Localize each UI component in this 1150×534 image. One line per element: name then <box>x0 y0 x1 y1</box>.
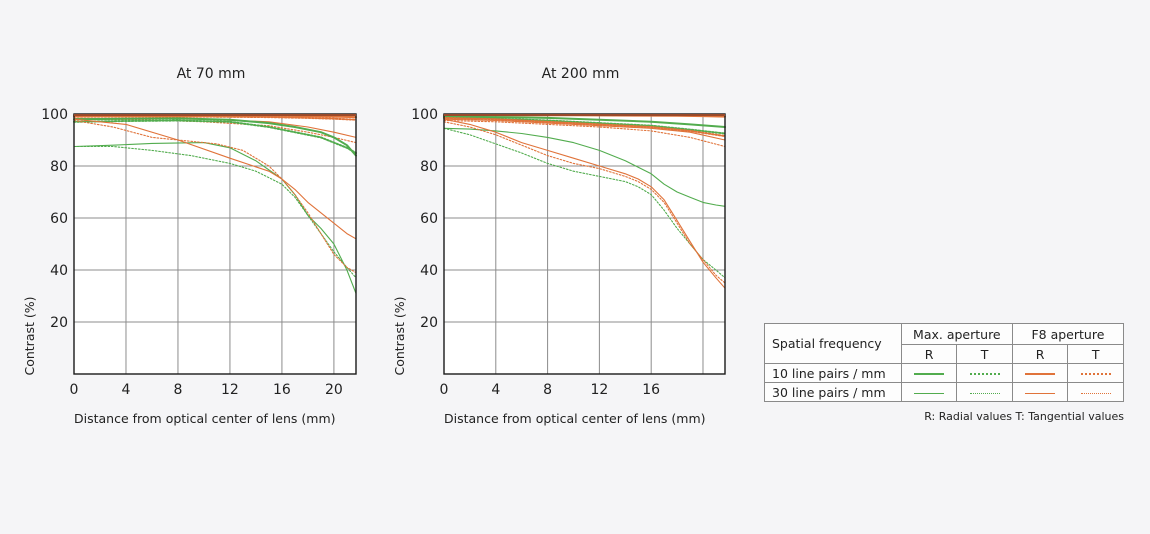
legend-cell <box>900 382 958 402</box>
series-max-30-t <box>443 127 726 279</box>
legend-cell <box>956 363 1013 383</box>
y-tick-label: 40 <box>420 263 438 279</box>
plot-area <box>444 114 725 374</box>
x-tick-label: 12 <box>590 382 608 398</box>
x-axis-label: Distance from optical center of lens (mm… <box>74 411 336 426</box>
x-tick-label: 4 <box>122 382 131 398</box>
series-f8-30-r <box>73 118 357 240</box>
legend-max-r: R <box>900 344 958 364</box>
legend-cell <box>1011 382 1069 402</box>
swatch-f8-10-r <box>1025 373 1056 375</box>
series-f8-30-t <box>73 119 357 274</box>
series-f8-30-r <box>443 118 726 141</box>
legend-f8-aperture: F8 aperture <box>1011 323 1125 345</box>
legend-cell <box>1067 382 1124 402</box>
legend-f8-r: R <box>1011 344 1069 364</box>
series-max-10-r <box>443 115 726 128</box>
legend-f8-t: T <box>1067 344 1124 364</box>
legend-spatial-frequency: Spatial frequency <box>764 323 902 364</box>
swatch-f8-30-t <box>1080 392 1111 394</box>
legend-cell <box>956 382 1013 402</box>
swatch-max-30-t <box>969 392 1000 394</box>
legend-row-10: 10 line pairs / mm <box>764 363 902 383</box>
legend-cell <box>900 363 958 383</box>
y-tick-label: 20 <box>420 315 438 331</box>
legend: Spatial frequency Max. aperture F8 apert… <box>764 323 1125 423</box>
x-tick-label: 16 <box>273 382 291 398</box>
swatch-f8-30-r <box>1025 392 1056 394</box>
chart-200mm: 0 4 8 12 16 20 40 60 80 100 At 200 mm Distance from… <box>392 66 726 426</box>
x-tick-label: 12 <box>221 382 239 398</box>
series-f8-10-t <box>73 115 357 121</box>
y-axis-label: Contrast (%) <box>392 296 407 375</box>
x-tick-label: 8 <box>543 382 552 398</box>
y-tick-label: 60 <box>420 211 438 227</box>
series-max-10-r <box>73 117 357 157</box>
legend-table: Spatial frequency Max. aperture F8 apert… <box>764 323 1125 402</box>
series-f8-30-t <box>73 118 357 144</box>
series-f8-30-t <box>443 119 726 148</box>
legend-row-30: 30 line pairs / mm <box>764 382 902 402</box>
x-tick-label: 16 <box>642 382 660 398</box>
chart-title: At 200 mm <box>542 66 620 82</box>
series-f8-30-t <box>443 121 726 284</box>
legend-note: R: Radial values T: Tangential values <box>924 410 1124 423</box>
y-axis-label: Contrast (%) <box>22 296 37 375</box>
swatch-max-10-r <box>914 373 945 375</box>
x-tick-label: 8 <box>174 382 183 398</box>
x-tick-label: 20 <box>325 382 343 398</box>
legend-max-aperture: Max. aperture <box>900 323 1013 345</box>
series-max-30-r <box>443 127 726 207</box>
y-tick-label: 100 <box>41 107 68 123</box>
y-tick-label: 60 <box>50 211 68 227</box>
x-tick-label: 0 <box>70 382 79 398</box>
x-tick-label: 0 <box>440 382 449 398</box>
series-max-10-t <box>73 119 357 154</box>
swatch-max-10-t <box>969 373 1000 375</box>
y-tick-label: 80 <box>420 159 438 175</box>
y-tick-label: 20 <box>50 315 68 331</box>
chart-70mm: 0 4 8 12 16 20 20 40 60 80 100 At 70 mm Distance fro… <box>22 66 357 426</box>
x-tick-label: 4 <box>491 382 500 398</box>
series-max-30-t <box>73 145 357 279</box>
swatch-f8-10-t <box>1080 373 1111 375</box>
legend-max-t: T <box>956 344 1013 364</box>
legend-cell <box>1067 363 1124 383</box>
y-tick-label: 40 <box>50 263 68 279</box>
legend-cell <box>1011 363 1069 383</box>
chart-title: At 70 mm <box>177 66 246 82</box>
y-tick-label: 100 <box>411 107 438 123</box>
swatch-max-30-r <box>914 392 945 394</box>
series-f8-10-t <box>443 116 726 138</box>
y-tick-label: 80 <box>50 159 68 175</box>
x-axis-label: Distance from optical center of lens (mm… <box>444 411 706 426</box>
plot-area <box>74 114 356 374</box>
